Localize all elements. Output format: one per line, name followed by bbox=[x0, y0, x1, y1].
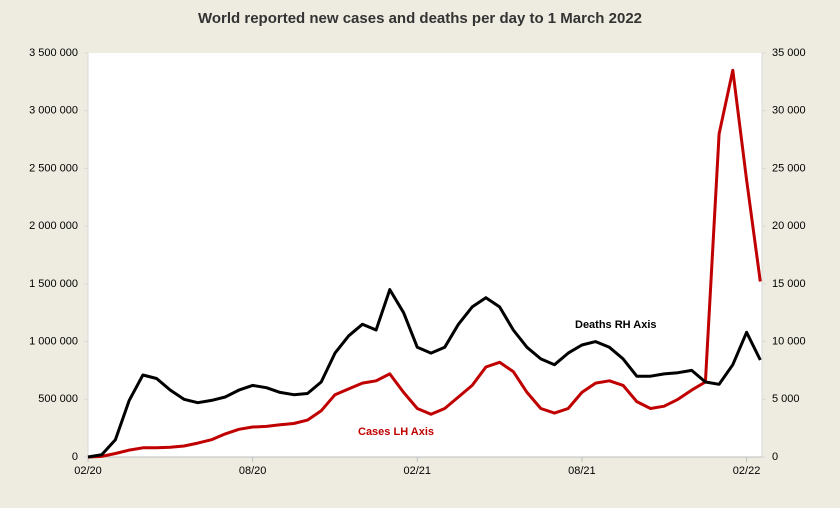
y2-tick-label: 35 000 bbox=[772, 47, 806, 59]
x-tick-label: 08/21 bbox=[568, 465, 596, 477]
chart-title: World reported new cases and deaths per … bbox=[198, 10, 642, 27]
y-tick-label: 2 000 000 bbox=[29, 220, 78, 232]
y2-tick-label: 20 000 bbox=[772, 220, 806, 232]
x-tick-label: 02/20 bbox=[74, 465, 102, 477]
y-tick-label: 1 000 000 bbox=[29, 335, 78, 347]
y2-tick-label: 25 000 bbox=[772, 162, 806, 174]
y2-tick-label: 10 000 bbox=[772, 335, 806, 347]
annotation: Cases LH Axis bbox=[358, 426, 434, 438]
y2-tick-label: 0 bbox=[772, 451, 778, 463]
y-tick-label: 3 000 000 bbox=[29, 105, 78, 117]
series-line bbox=[87, 288, 762, 459]
y-tick-label: 1 500 000 bbox=[29, 278, 78, 290]
plot-area bbox=[88, 53, 762, 457]
y-tick-label: 3 500 000 bbox=[29, 47, 78, 59]
series-line bbox=[87, 68, 762, 459]
x-tick-label: 02/22 bbox=[733, 465, 761, 477]
y-tick-label: 2 500 000 bbox=[29, 162, 78, 174]
annotation: Deaths RH Axis bbox=[575, 319, 657, 331]
x-tick-label: 02/21 bbox=[404, 465, 432, 477]
y2-tick-label: 30 000 bbox=[772, 105, 806, 117]
y2-tick-label: 15 000 bbox=[772, 278, 806, 290]
y-tick-label: 0 bbox=[72, 451, 78, 463]
y-tick-label: 500 000 bbox=[38, 393, 78, 405]
x-tick-label: 08/20 bbox=[239, 465, 267, 477]
y2-tick-label: 5 000 bbox=[772, 393, 800, 405]
